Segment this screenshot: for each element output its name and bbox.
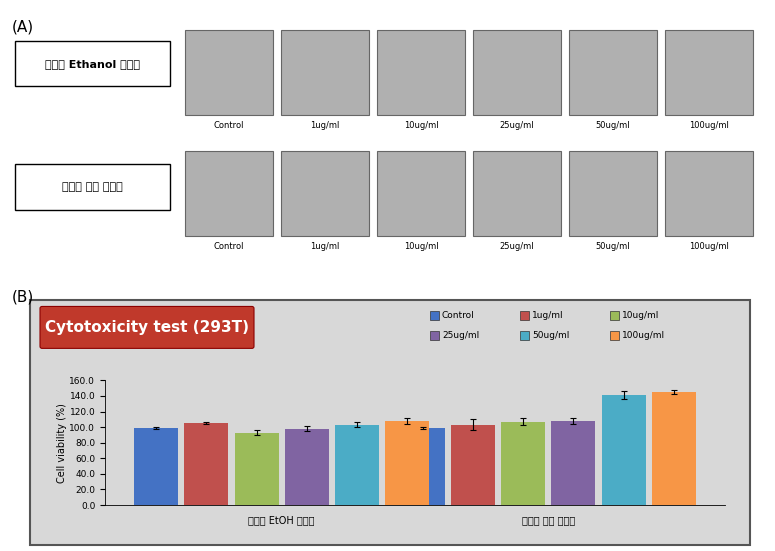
Bar xyxy=(185,152,273,235)
Text: 25ug/ml: 25ug/ml xyxy=(500,242,534,251)
Text: 1ug/ml: 1ug/ml xyxy=(310,242,339,251)
Bar xyxy=(665,152,753,235)
Text: 1ug/ml: 1ug/ml xyxy=(310,121,339,130)
Bar xyxy=(569,30,657,115)
Bar xyxy=(281,152,369,235)
Text: 50ug/ml: 50ug/ml xyxy=(532,331,570,341)
Bar xyxy=(385,421,429,505)
Bar xyxy=(601,395,646,505)
FancyBboxPatch shape xyxy=(40,306,254,348)
Y-axis label: Cell viability (%): Cell viability (%) xyxy=(57,403,67,483)
Bar xyxy=(430,331,439,341)
Text: 10ug/ml: 10ug/ml xyxy=(404,121,439,130)
Text: 10ug/ml: 10ug/ml xyxy=(622,311,660,321)
Text: (A): (A) xyxy=(12,19,34,35)
Text: 50ug/ml: 50ug/ml xyxy=(596,121,630,130)
Bar xyxy=(30,300,750,545)
Text: 마옥고 Ethanol 추출물: 마옥고 Ethanol 추출물 xyxy=(45,59,140,69)
Bar xyxy=(284,429,329,505)
Bar xyxy=(401,428,445,505)
Text: 25ug/ml: 25ug/ml xyxy=(442,331,479,341)
Bar xyxy=(665,30,753,115)
Bar xyxy=(610,311,619,321)
Text: 100ug/ml: 100ug/ml xyxy=(689,242,729,251)
Bar xyxy=(610,331,619,341)
Text: 10ug/ml: 10ug/ml xyxy=(404,242,439,251)
Text: (B): (B) xyxy=(12,289,34,305)
Text: 100ug/ml: 100ug/ml xyxy=(622,331,665,341)
Bar xyxy=(15,164,170,209)
Bar xyxy=(281,30,369,115)
Text: Control: Control xyxy=(214,121,244,130)
Bar xyxy=(235,433,279,505)
Bar xyxy=(501,422,546,505)
Text: 1ug/ml: 1ug/ml xyxy=(532,311,563,321)
Bar xyxy=(473,152,561,235)
Text: Control: Control xyxy=(214,242,244,251)
Bar xyxy=(520,311,529,321)
Bar xyxy=(473,30,561,115)
Text: 50ug/ml: 50ug/ml xyxy=(596,242,630,251)
Bar xyxy=(15,41,170,87)
Bar xyxy=(377,30,465,115)
Bar xyxy=(652,392,696,505)
Bar xyxy=(184,423,229,505)
Bar xyxy=(335,425,379,505)
Text: 100ug/ml: 100ug/ml xyxy=(689,121,729,130)
Bar xyxy=(377,152,465,235)
Bar xyxy=(569,152,657,235)
Text: Cytotoxicity test (293T): Cytotoxicity test (293T) xyxy=(45,320,249,335)
Text: Control: Control xyxy=(442,311,475,321)
Text: 25ug/ml: 25ug/ml xyxy=(500,121,534,130)
Bar xyxy=(134,428,178,505)
Bar xyxy=(520,331,529,341)
Bar xyxy=(185,30,273,115)
Bar xyxy=(551,421,595,505)
Bar xyxy=(430,311,439,321)
Text: 마옥고 열수 추출물: 마옥고 열수 추출물 xyxy=(62,182,123,192)
Bar xyxy=(451,425,495,505)
